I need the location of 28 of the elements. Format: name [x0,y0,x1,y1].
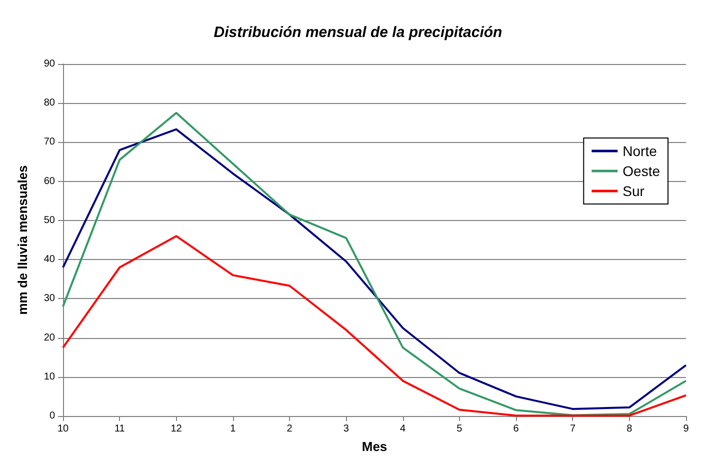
x-tick-label: 12 [170,424,182,434]
x-tick-label: 6 [513,424,520,434]
y-tick-label: 10 [44,371,56,382]
x-tick-label: 3 [343,424,350,434]
x-tick-label: 8 [626,424,633,434]
legend-label: Sur [622,183,645,199]
y-tick-label: 50 [44,214,56,226]
x-tick-label: 4 [400,424,406,434]
legend-label: Oeste [622,163,660,179]
y-tick-label: 70 [44,136,56,148]
x-tick-label: 9 [683,424,690,434]
y-tick-label: 90 [44,58,56,70]
x-tick-label: 10 [57,424,69,434]
legend-label: Norte [622,143,658,159]
x-tick-label: 1 [230,424,236,434]
y-tick-label: 40 [44,254,56,266]
y-tick-label: 30 [44,293,56,304]
y-tick-label: 80 [44,98,56,109]
x-tick-label: 2 [286,424,293,434]
x-tick-label: 7 [570,424,576,434]
chart-title: Distribución mensual de la precipitación [214,24,502,41]
y-axis-title: mm de lluvia mensuales [15,165,30,315]
y-tick-label: 20 [44,332,56,344]
y-tick-label: 60 [44,176,56,187]
x-tick-label: 5 [456,424,463,434]
x-tick-label: 11 [114,424,126,434]
y-tick-label: 0 [49,410,56,422]
x-axis-title: Mes [362,439,388,454]
